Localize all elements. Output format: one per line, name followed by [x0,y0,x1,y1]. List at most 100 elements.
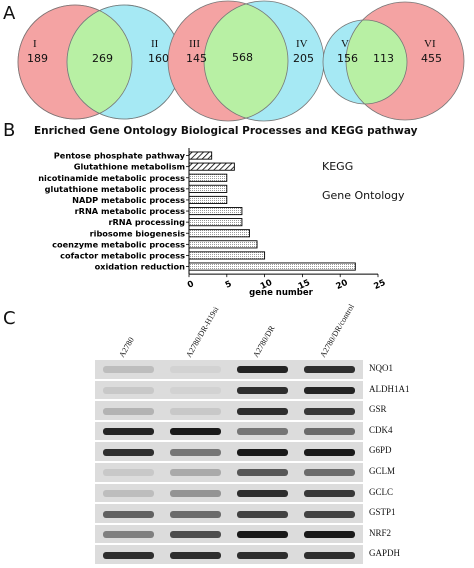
band-nqo1-1 [170,366,221,374]
category-label-7: ribosome biogenesis [90,228,186,238]
lane-label-2: A2780/DR [250,324,277,359]
band-gclm-3 [304,469,355,477]
band-gapdh-2 [237,551,288,559]
band-gstp1-3 [304,510,355,518]
venn-3-left-label: V [341,38,349,50]
blot-strip-g6pd [95,442,363,461]
band-gclc-2 [237,489,288,497]
blot-label-gapdh: GAPDH [369,548,401,559]
category-label-0: Pentose phosphate pathway [54,151,186,161]
panel-a-letter: A [3,3,16,24]
band-g6pd-0 [103,448,154,456]
blot-strip-gsr [95,401,363,420]
band-g6pd-1 [170,448,221,456]
blot-label-gclm: GCLM [369,466,396,476]
band-nrf2-1 [170,531,221,539]
x-tick-label-0: 0 [186,279,196,291]
venn-2 [167,0,325,122]
lane-label-3: A2780/DR/control [317,302,356,359]
venn-1-overlap-count: 269 [92,52,113,65]
category-label-4: NADP metabolic process [72,195,185,205]
bar-chart: Pentose phosphate pathway Glutathione met… [0,140,474,305]
bar-9 [188,251,266,260]
venn-1-right-label: II [151,38,159,50]
band-nqo1-0 [103,366,154,374]
category-label-5: rRNA metabolic process [75,206,186,216]
band-gstp1-0 [103,510,154,518]
category-label-8: coenzyme metabolic process [52,239,185,249]
chart-title: Enriched Gene Ontology Biological Proces… [34,125,418,137]
band-gstp1-1 [170,510,221,518]
venn-2-right-label: IV [296,38,308,50]
venn-2-overlap [204,1,288,121]
blot-strip-nrf2 [95,524,363,544]
blot-label-gclc: GCLC [369,486,394,497]
band-gclm-0 [103,469,154,477]
x-tick-label-1: 5 [224,279,234,291]
bar-2 [188,173,228,182]
category-label-1: Glutathione metabolism [74,162,185,172]
venn-3-overlap-count: 113 [373,52,394,65]
bar-8 [188,240,258,249]
band-gclc-3 [304,489,355,497]
band-gapdh-1 [170,551,221,559]
band-cdk4-1 [170,428,221,436]
blot-strip-aldh1a1 [95,380,363,400]
band-cdk4-3 [304,428,355,436]
band-gsr-3 [304,407,355,415]
bar-1 [188,162,235,171]
blot-strip-gclm [95,463,363,482]
panel-c-letter: C [3,308,16,329]
venn-3-overlap [346,20,407,104]
western-blot: A2780 A2780/DR-H19si A2780/DR A2780/DR/cont… [0,303,474,568]
x-tick-label-3: 15 [297,278,312,292]
bar-10 [188,262,356,271]
blot-strip-gclc [95,483,363,503]
blot-label-gsr: GSR [369,404,387,415]
blot-label-g6pd: G6PD [369,445,392,456]
legend-gene-ontology: Gene Ontology [322,189,405,202]
venn-1-overlap [67,5,132,119]
category-label-2: nicotinamide metabolic process [38,173,185,183]
venn-2-left-label: III [189,38,200,50]
band-aldh1a1-2 [237,386,288,394]
venn-2-overlap-count: 568 [232,51,253,64]
x-tick-label-2: 10 [259,278,274,292]
band-gstp1-2 [237,510,288,518]
band-gclm-2 [237,469,288,477]
bar-4 [188,195,228,204]
venn-diagrams [17,0,465,122]
blot-strip-nqo1 [95,360,363,379]
band-g6pd-2 [237,448,288,456]
blot-strip-cdk4 [95,421,363,441]
band-cdk4-2 [237,428,288,436]
band-aldh1a1-1 [170,386,221,394]
lane-label-1: A2780/DR-H19si [183,305,220,359]
venn-1-left-label: I [33,38,37,50]
bar-6 [188,218,243,227]
venn-3-right-count: 455 [421,52,442,65]
band-gclc-1 [170,489,221,497]
category-label-6: rRNA processing [108,217,185,227]
venn-3-right-label: VI [424,38,436,50]
band-aldh1a1-0 [103,386,154,394]
blot-label-nqo1: NQO1 [369,363,393,373]
blot-label-gstp1: GSTP1 [369,507,396,518]
venn-3-left-count: 156 [337,52,358,65]
legend-kegg: KEGG [322,160,354,173]
bar-5 [188,206,243,216]
bar-7 [188,229,250,238]
category-label-9: cofactor metabolic process [60,250,185,260]
bar-3 [188,184,228,193]
venn-3 [322,1,465,121]
band-cdk4-0 [103,428,154,436]
band-nrf2-3 [304,531,355,539]
panel-b-letter: B [3,120,16,141]
blot-strip-gstp1 [95,504,363,523]
band-gsr-1 [170,407,221,415]
band-gclm-1 [170,469,221,477]
x-axis-label: gene number [249,288,313,298]
blot-label-aldh1a1: ALDH1A1 [369,383,410,394]
venn-2-left-count: 145 [186,52,207,65]
